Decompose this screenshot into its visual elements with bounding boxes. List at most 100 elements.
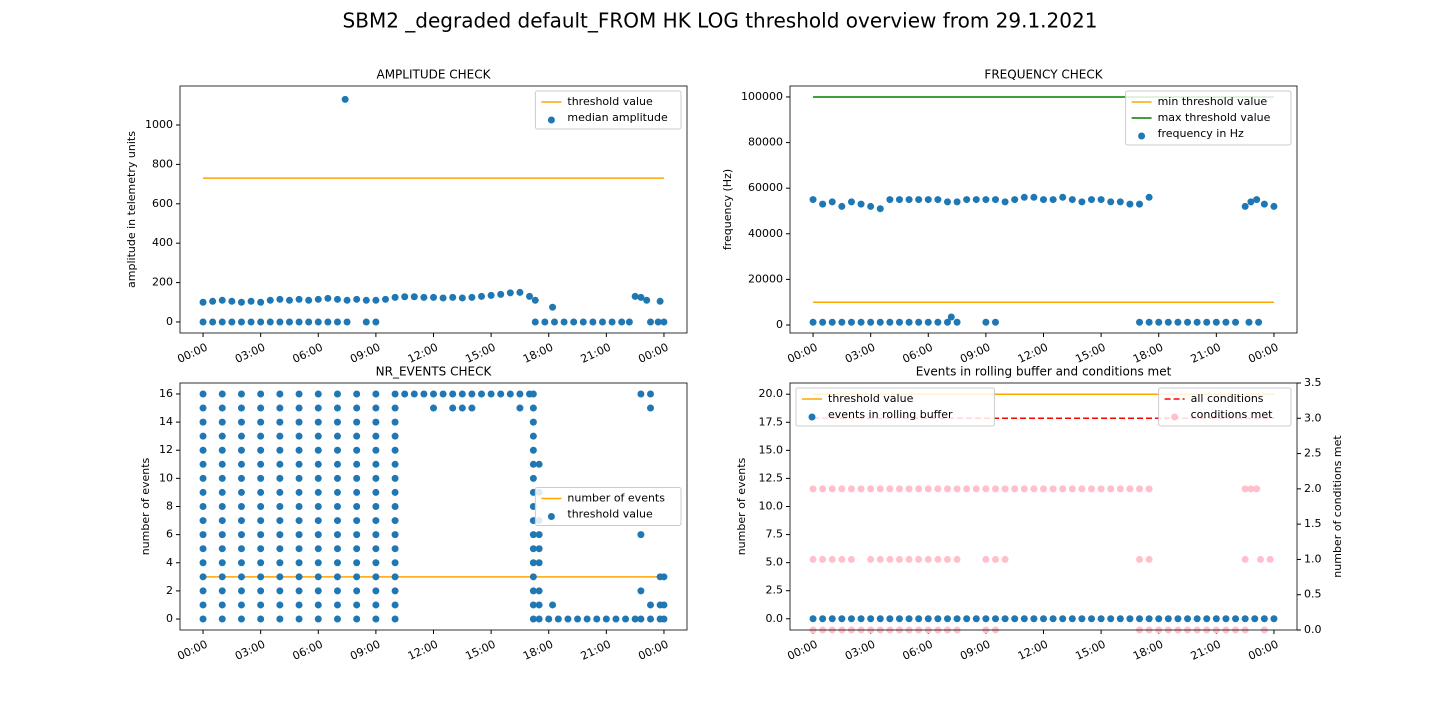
data-point (1222, 318, 1230, 326)
data-point (1212, 318, 1220, 326)
data-point (199, 418, 207, 426)
legend-label: threshold value (567, 508, 653, 521)
y-tick-label: 4 (166, 556, 173, 569)
data-point (237, 517, 245, 525)
legend-label: max threshold value (1158, 111, 1271, 124)
data-point (1174, 318, 1182, 326)
data-point (449, 404, 457, 412)
data-point (809, 555, 817, 563)
data-point (618, 318, 626, 326)
data-point (819, 615, 827, 623)
legend: number of events threshold value (534, 487, 682, 526)
data-point (276, 488, 284, 496)
data-point (531, 296, 539, 304)
data-point (449, 293, 457, 301)
data-point (529, 432, 537, 440)
data-point (237, 601, 245, 609)
data-point (333, 418, 341, 426)
legend-box (1125, 90, 1292, 146)
data-point (199, 474, 207, 482)
data-point (924, 555, 932, 563)
data-point (218, 390, 226, 398)
y2-tick-label: 1.0 (1304, 552, 1322, 565)
data-point (199, 517, 207, 525)
data-point (1241, 615, 1249, 623)
data-point (1011, 615, 1019, 623)
data-point (266, 296, 274, 304)
data-point (857, 615, 865, 623)
data-point (1232, 318, 1240, 326)
data-point (276, 545, 284, 553)
data-point (924, 485, 932, 493)
data-point (819, 318, 827, 326)
data-point (276, 404, 284, 412)
data-point (991, 615, 999, 623)
data-point (550, 318, 558, 326)
y-tick-label: 20.0 (759, 387, 784, 400)
data-point (353, 615, 361, 623)
data-point (1164, 615, 1172, 623)
data-point (1136, 615, 1144, 623)
data-point (314, 474, 322, 482)
data-point (867, 318, 875, 326)
y-tick-label: 400 (152, 236, 173, 249)
data-point (809, 485, 817, 493)
data-point (637, 531, 645, 539)
y-axis-label: amplitude in telemetry units (125, 131, 138, 288)
data-point (391, 390, 399, 398)
data-point (516, 404, 524, 412)
data-point (391, 587, 399, 595)
data-point (1257, 555, 1265, 563)
data-point (915, 555, 923, 563)
data-point (218, 488, 226, 496)
data-point (1241, 555, 1249, 563)
y-axis-label: number of events (735, 457, 748, 555)
data-point (276, 615, 284, 623)
data-point (660, 318, 668, 326)
data-point (199, 531, 207, 539)
legend-label: frequency in Hz (1158, 127, 1244, 140)
data-point (1020, 615, 1028, 623)
data-point (372, 418, 380, 426)
data-point (953, 318, 961, 326)
y-tick-label: 80000 (748, 136, 783, 149)
data-point (924, 615, 932, 623)
data-point (1203, 318, 1211, 326)
data-point (1049, 196, 1057, 204)
data-point (487, 291, 495, 299)
data-point (1049, 615, 1057, 623)
data-point (819, 555, 827, 563)
data-point (660, 615, 668, 623)
data-point (391, 531, 399, 539)
data-point (333, 474, 341, 482)
data-point (295, 432, 303, 440)
y-tick-label: 100000 (741, 90, 783, 103)
legend-marker (547, 513, 555, 520)
data-point (314, 545, 322, 553)
data-point (631, 292, 639, 300)
y2-tick-label: 3.5 (1304, 376, 1322, 389)
data-point (218, 573, 226, 581)
data-point (276, 587, 284, 595)
data-point (1030, 193, 1038, 201)
data-point (1260, 615, 1268, 623)
y-tick-label: 6 (166, 528, 173, 541)
data-point (333, 601, 341, 609)
data-point (991, 196, 999, 204)
y-tick-label: 1000 (145, 118, 173, 131)
data-point (529, 545, 537, 553)
y2-tick-label: 0.5 (1304, 588, 1322, 601)
data-point (943, 615, 951, 623)
data-point (991, 485, 999, 493)
data-point (545, 615, 553, 623)
data-point (353, 432, 361, 440)
data-point (237, 318, 245, 326)
data-point (372, 432, 380, 440)
data-point (353, 517, 361, 525)
data-point (1255, 318, 1263, 326)
data-point (526, 292, 534, 300)
data-point (353, 545, 361, 553)
data-point (237, 531, 245, 539)
legend-box (534, 487, 682, 526)
